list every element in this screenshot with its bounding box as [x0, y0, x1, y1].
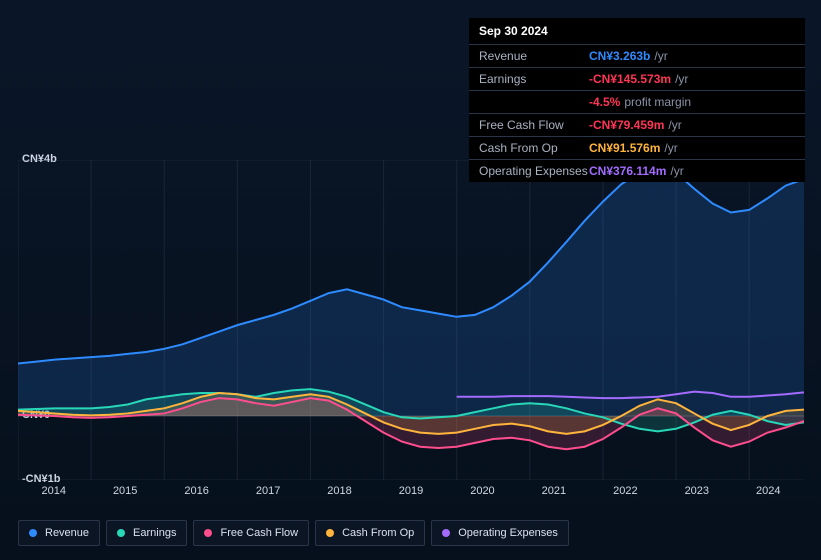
- tooltip-unit: /yr: [668, 118, 681, 132]
- financials-chart: [18, 160, 804, 480]
- tooltip-row: -4.5% profit margin: [469, 90, 805, 113]
- legend-label: Operating Expenses: [458, 527, 558, 539]
- tooltip-value: CN¥376.114m: [589, 164, 666, 178]
- tooltip-row: Free Cash Flow-CN¥79.459m/yr: [469, 113, 805, 136]
- x-axis-label: 2014: [18, 485, 89, 503]
- x-axis-label: 2020: [447, 485, 518, 503]
- x-axis-label: 2022: [590, 485, 661, 503]
- tooltip-value: -CN¥79.459m: [589, 118, 664, 132]
- legend-label: Cash From Op: [342, 527, 414, 539]
- legend-dot-icon: [204, 529, 212, 537]
- tooltip-row: Earnings-CN¥145.573m/yr: [469, 67, 805, 90]
- x-axis-label: 2023: [661, 485, 732, 503]
- x-axis-labels: 2014201520162017201820192020202120222023…: [18, 485, 804, 503]
- x-axis-label: 2019: [375, 485, 446, 503]
- tooltip-unit: /yr: [675, 72, 688, 86]
- tooltip-unit: profit margin: [624, 95, 691, 109]
- tooltip-row: Operating ExpensesCN¥376.114m/yr: [469, 159, 805, 182]
- chart-tooltip: Sep 30 2024 RevenueCN¥3.263b/yrEarnings-…: [469, 18, 805, 182]
- tooltip-date: Sep 30 2024: [469, 18, 805, 44]
- tooltip-value: CN¥3.263b: [589, 49, 650, 63]
- tooltip-label: Revenue: [479, 49, 589, 63]
- legend-item[interactable]: Operating Expenses: [431, 520, 569, 546]
- legend-label: Revenue: [45, 527, 89, 539]
- legend-dot-icon: [326, 529, 334, 537]
- tooltip-value: -4.5%: [589, 95, 620, 109]
- tooltip-label: Free Cash Flow: [479, 118, 589, 132]
- x-axis-label: 2016: [161, 485, 232, 503]
- x-axis-label: 2017: [232, 485, 303, 503]
- legend-dot-icon: [117, 529, 125, 537]
- x-axis-label: 2021: [518, 485, 589, 503]
- legend-item[interactable]: Revenue: [18, 520, 100, 546]
- tooltip-value: CN¥91.576m: [589, 141, 660, 155]
- legend-dot-icon: [442, 529, 450, 537]
- tooltip-label: [479, 95, 589, 109]
- legend-item[interactable]: Free Cash Flow: [193, 520, 309, 546]
- tooltip-unit: /yr: [670, 164, 683, 178]
- legend-item[interactable]: Cash From Op: [315, 520, 425, 546]
- legend-dot-icon: [29, 529, 37, 537]
- tooltip-value: -CN¥145.573m: [589, 72, 671, 86]
- legend-item[interactable]: Earnings: [106, 520, 187, 546]
- chart-legend: Revenue Earnings Free Cash Flow Cash From O…: [18, 520, 569, 546]
- tooltip-label: Cash From Op: [479, 141, 589, 155]
- tooltip-unit: /yr: [664, 141, 677, 155]
- x-axis-label: 2024: [733, 485, 804, 503]
- tooltip-label: Earnings: [479, 72, 589, 86]
- x-axis-label: 2015: [89, 485, 160, 503]
- tooltip-row: Cash From OpCN¥91.576m/yr: [469, 136, 805, 159]
- tooltip-row: RevenueCN¥3.263b/yr: [469, 44, 805, 67]
- tooltip-label: Operating Expenses: [479, 164, 589, 178]
- x-axis-label: 2018: [304, 485, 375, 503]
- legend-label: Earnings: [133, 527, 176, 539]
- legend-label: Free Cash Flow: [220, 527, 298, 539]
- tooltip-unit: /yr: [654, 49, 667, 63]
